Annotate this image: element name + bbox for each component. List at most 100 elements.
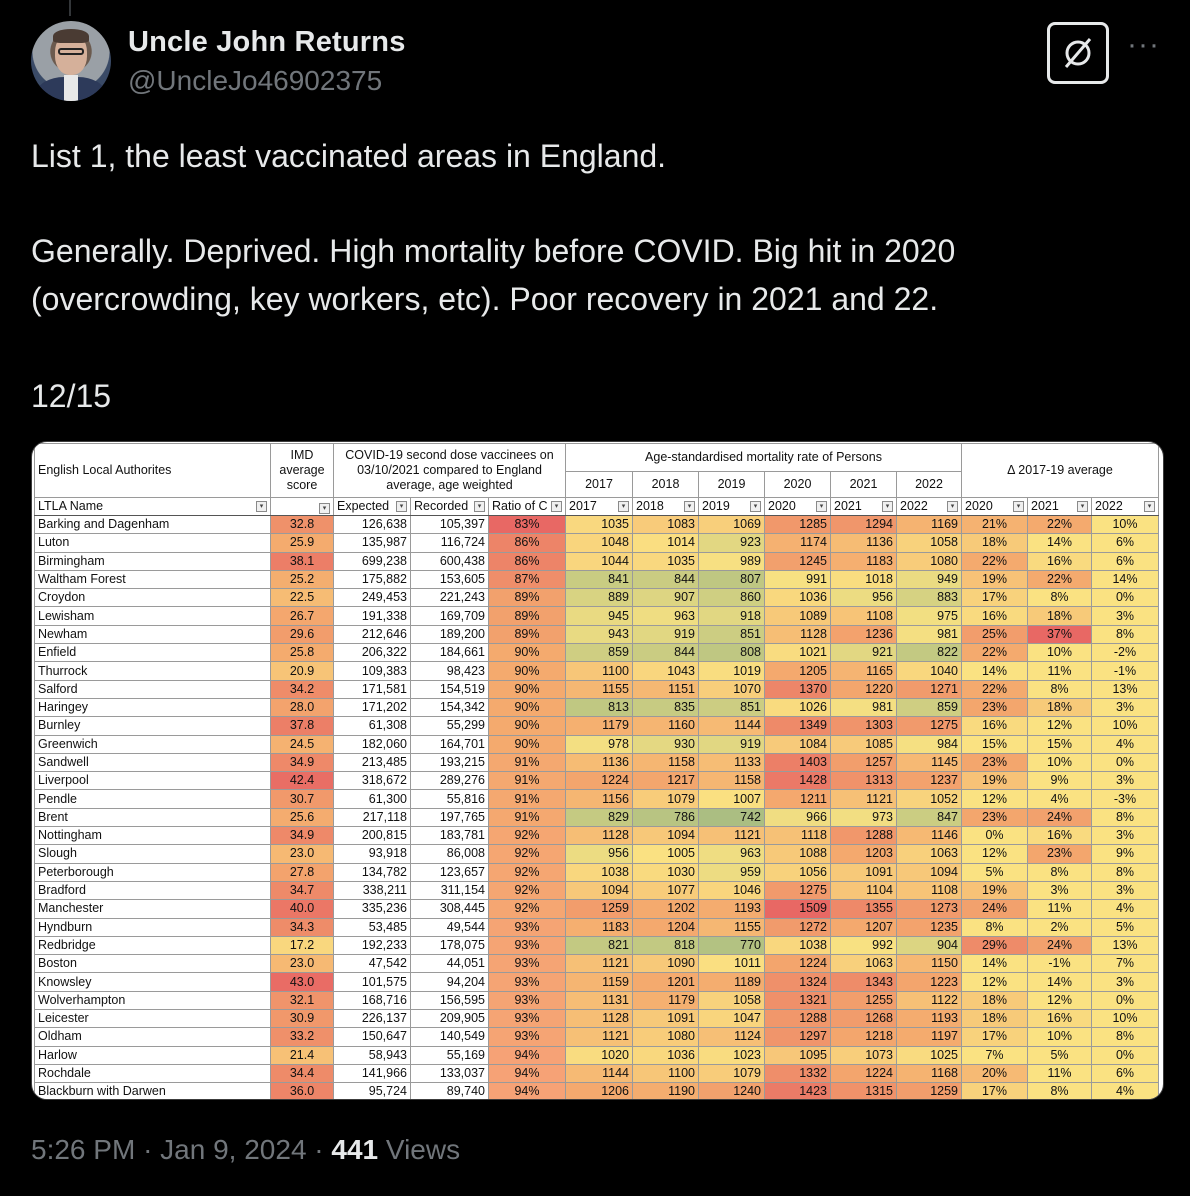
grok-button[interactable] — [1047, 22, 1109, 84]
ltla-name-cell: Haringey — [34, 697, 271, 718]
column-filter[interactable]: ▾ 2017 — [565, 497, 633, 516]
filter-dropdown-icon[interactable]: ▾ — [1144, 501, 1155, 512]
author-avatar[interactable] — [31, 21, 111, 101]
column-filter[interactable]: ▾ 2018 — [632, 497, 699, 516]
table-cell: 192,233 — [333, 935, 411, 956]
table-cell: 1259 — [565, 899, 633, 919]
filter-dropdown-icon[interactable]: ▾ — [618, 501, 629, 512]
table-cell: 338,211 — [333, 880, 411, 901]
table-cell: 183,781 — [410, 826, 489, 846]
table-cell: 818 — [632, 935, 699, 956]
table-cell: 25.6 — [270, 807, 334, 828]
filter-dropdown-icon[interactable]: ▾ — [474, 501, 485, 512]
table-cell: 25.9 — [270, 533, 334, 553]
filter-dropdown-icon[interactable]: ▾ — [396, 501, 407, 512]
tweet-image-spreadsheet[interactable]: English Local Authorites IMD average sco… — [31, 441, 1164, 1100]
ltla-name-cell: Salford — [34, 679, 271, 699]
table-cell: 1131 — [565, 990, 633, 1011]
header-year: 2017 — [565, 471, 633, 498]
table-cell: 10% — [1091, 514, 1159, 535]
table-cell: 956 — [830, 588, 897, 608]
filter-dropdown-icon[interactable]: ▾ — [256, 501, 267, 512]
column-filter[interactable]: ▾ 2020 — [764, 497, 831, 516]
filter-dropdown-icon[interactable]: ▾ — [684, 501, 695, 512]
more-icon[interactable]: ··· — [1127, 28, 1160, 61]
table-cell: -2% — [1091, 643, 1159, 663]
table-cell: 1190 — [632, 1082, 699, 1099]
table-cell: 966 — [764, 807, 831, 828]
table-cell: 11% — [1027, 1063, 1092, 1084]
table-cell: 808 — [698, 643, 765, 663]
table-cell: 154,342 — [410, 697, 489, 718]
table-cell: 1158 — [632, 752, 699, 773]
table-cell: 1275 — [764, 880, 831, 901]
table-cell: 1128 — [764, 624, 831, 645]
column-filter[interactable]: ▾ 2021 — [1027, 497, 1092, 516]
author-display-name[interactable]: Uncle John Returns — [128, 26, 406, 58]
author-handle[interactable]: @UncleJo46902375 — [128, 65, 383, 96]
column-filter[interactable]: ▾ Recorded — [410, 497, 489, 516]
table-cell: 86% — [488, 551, 566, 571]
filter-dropdown-icon[interactable]: ▾ — [319, 502, 330, 514]
column-filter[interactable]: ▾ LTLA Name — [34, 497, 271, 516]
ltla-name-cell: Leicester — [34, 1009, 271, 1029]
table-cell: 90% — [488, 734, 566, 754]
column-filter[interactable]: ▾ Expected — [333, 497, 411, 516]
filter-dropdown-icon[interactable]: ▾ — [1077, 501, 1088, 512]
filter-dropdown-icon[interactable]: ▾ — [1013, 501, 1024, 512]
tweet-date[interactable]: Jan 9, 2024 — [160, 1134, 307, 1165]
table-cell: 311,154 — [410, 880, 489, 901]
filter-dropdown-icon[interactable]: ▾ — [947, 501, 958, 512]
table-cell: -1% — [1027, 954, 1092, 974]
table-cell: 55,299 — [410, 716, 489, 736]
ltla-name-cell: Oldham — [34, 1027, 271, 1047]
table-cell: 1169 — [896, 514, 962, 535]
table-cell: 15% — [961, 734, 1028, 754]
filter-dropdown-icon[interactable]: ▾ — [882, 501, 893, 512]
table-cell: 92% — [488, 862, 566, 882]
table-cell: 14% — [961, 954, 1028, 974]
table-cell: 3% — [1027, 880, 1092, 901]
column-filter[interactable]: ▾ 2021 — [830, 497, 897, 516]
table-cell: 3% — [1091, 771, 1159, 791]
table-cell: 4% — [1091, 1082, 1159, 1099]
table-cell: 1349 — [764, 716, 831, 736]
ltla-name-cell: Wolverhampton — [34, 990, 271, 1011]
table-cell: 1240 — [698, 1082, 765, 1099]
table-cell: 91% — [488, 807, 566, 828]
ltla-name-cell: Boston — [34, 954, 271, 974]
column-filter[interactable]: ▾ Ratio of C — [488, 497, 566, 516]
column-filter[interactable]: ▾ 2022 — [1091, 497, 1159, 516]
ltla-name-cell: Pendle — [34, 789, 271, 809]
table-cell: 600,438 — [410, 551, 489, 571]
filter-dropdown-icon[interactable]: ▾ — [816, 501, 827, 512]
table-cell: 1220 — [830, 679, 897, 699]
filter-dropdown-icon[interactable]: ▾ — [750, 501, 761, 512]
column-filter[interactable]: ▾ 2022 — [896, 497, 962, 516]
column-filter[interactable]: ▾ 2019 — [698, 497, 765, 516]
table-cell: 140,549 — [410, 1027, 489, 1047]
ltla-name-cell: Nottingham — [34, 826, 271, 846]
table-cell: 1224 — [565, 771, 633, 791]
table-cell: 8% — [961, 917, 1028, 937]
table-cell: 92% — [488, 844, 566, 864]
table-cell: 318,672 — [333, 771, 411, 791]
column-filter[interactable]: ▾ — [270, 497, 334, 516]
views-label: Views — [385, 1134, 461, 1165]
table-cell: 1085 — [830, 734, 897, 754]
table-cell: 1046 — [698, 880, 765, 901]
table-cell: 93,918 — [333, 844, 411, 864]
table-cell: 1063 — [830, 954, 897, 974]
table-cell: 12% — [961, 789, 1028, 809]
filter-dropdown-icon[interactable]: ▾ — [551, 501, 562, 512]
tweet-time[interactable]: 5:26 PM — [31, 1134, 136, 1165]
column-filter[interactable]: ▾ 2020 — [961, 497, 1028, 516]
table-cell: 1288 — [830, 826, 897, 846]
table-row: Slough 23.0 93,918 86,008 92% 956 1005 963 1088 1… — [34, 844, 1159, 864]
tweet-text-line-1: List 1, the least vaccinated areas in En… — [31, 138, 667, 174]
table-cell: 49,544 — [410, 917, 489, 937]
table-cell: 171,202 — [333, 697, 411, 718]
table-row: Birmingham 38.1 699,238 600,438 86% 1044 1035 9… — [34, 551, 1159, 571]
table-cell: 1136 — [830, 533, 897, 553]
table-cell: 206,322 — [333, 643, 411, 663]
